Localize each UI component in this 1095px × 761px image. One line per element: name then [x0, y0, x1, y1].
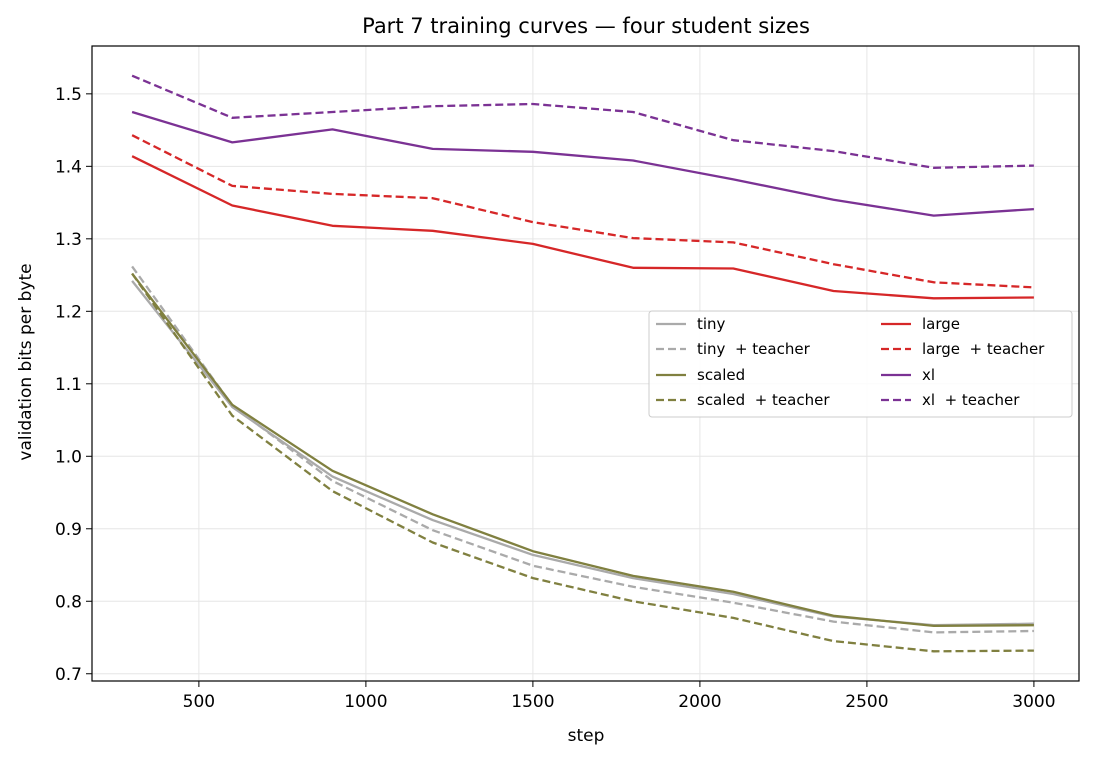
legend-label: xl + teacher	[922, 391, 1020, 409]
legend-label: scaled	[697, 366, 745, 384]
x-axis-ticks: 500 1000 1500 2000 2500 3000	[183, 681, 1056, 712]
legend-label: xl	[922, 366, 935, 384]
x-tick-label: 2000	[678, 692, 721, 712]
plot-frame	[91, 45, 1080, 682]
y-tick-label: 0.8	[55, 592, 82, 612]
x-tick-label: 3000	[1012, 692, 1055, 712]
y-tick-label: 0.9	[55, 520, 82, 540]
legend: tiny tiny + teacher scaled scaled + teacher…	[648, 310, 1073, 418]
series-lines	[131, 74, 1034, 653]
legend-label: tiny	[697, 315, 726, 333]
y-tick-label: 1.1	[55, 375, 82, 395]
series-line-tiny-teacher	[131, 265, 1034, 634]
legend-label: tiny + teacher	[697, 340, 811, 358]
y-tick-label: 0.7	[55, 665, 82, 685]
legend-label: large + teacher	[922, 340, 1045, 358]
x-axis-label: step	[568, 726, 605, 746]
x-tick-label: 1500	[511, 692, 554, 712]
y-tick-label: 1.2	[55, 302, 82, 322]
series-line-xl	[131, 110, 1034, 217]
chart-title: Part 7 training curves — four student si…	[362, 14, 810, 38]
legend-box	[648, 310, 1073, 418]
series-line-large	[131, 155, 1034, 300]
series-line-xl-teacher	[131, 74, 1034, 169]
series-line-scaled	[131, 272, 1034, 628]
legend-label: large	[922, 315, 960, 333]
y-tick-label: 1.0	[55, 447, 82, 467]
series-line-scaled-teacher	[131, 272, 1034, 653]
x-tick-label: 2500	[845, 692, 888, 712]
y-tick-label: 1.3	[55, 230, 82, 250]
x-tick-label: 1000	[344, 692, 387, 712]
y-axis-ticks: 0.7 0.8 0.9 1.0 1.1 1.2 1.3 1.4 1.5	[55, 85, 92, 685]
y-tick-label: 1.5	[55, 85, 82, 105]
x-tick-label: 500	[183, 692, 215, 712]
legend-label: scaled + teacher	[697, 391, 830, 409]
y-tick-label: 1.4	[55, 157, 82, 177]
series-line-large-teacher	[131, 134, 1034, 289]
y-axis-label: validation bits per byte	[16, 263, 36, 460]
